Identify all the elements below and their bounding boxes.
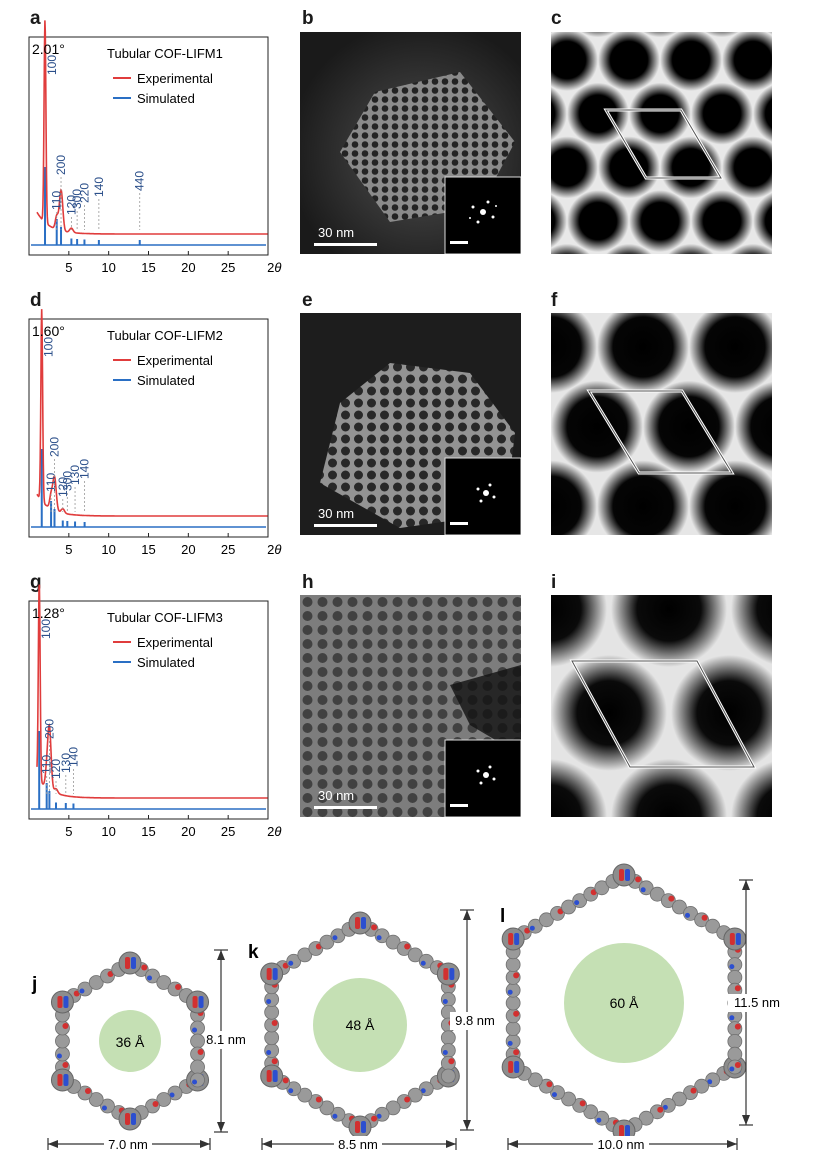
cof-ring-j [50, 951, 210, 1131]
pore-size-l: 60 Å [610, 995, 639, 1011]
simulated-image-i [551, 595, 772, 817]
simulated-image-f [551, 313, 772, 535]
height-label-l: 11.5 nm [734, 995, 780, 1010]
peak-label: 300 [70, 189, 84, 209]
x-axis-label: 2θ (°) [267, 824, 285, 839]
x-axis-label: 2θ (°) [267, 542, 285, 557]
peak-label: 120 [49, 759, 63, 779]
panel-label-a: a [30, 8, 41, 29]
tem-image-e: 30 nm [300, 313, 521, 535]
panel-label-i: i [551, 572, 557, 593]
peak-label: 140 [78, 459, 92, 479]
scale-bar-label: 30 nm [318, 225, 354, 240]
scale-bar-label: 30 nm [318, 506, 354, 521]
pore-size-j: 36 Å [116, 1034, 145, 1050]
panel-label-h: h [302, 572, 314, 593]
height-label-j: 8.1 nm [206, 1032, 246, 1047]
peak-label: 440 [133, 171, 147, 191]
x-tick-label: 5 [65, 824, 72, 839]
peak-label: 120 [56, 477, 70, 497]
plot-frame [28, 318, 269, 538]
x-tick-label: 20 [181, 824, 195, 839]
experimental-curve [36, 309, 268, 517]
width-label-j: 7.0 nm [108, 1137, 148, 1152]
pore-circle-l [564, 943, 684, 1063]
experimental-curve [36, 20, 268, 235]
tem-image-b: 30 nm [300, 32, 521, 254]
x-tick-label: 25 [221, 260, 235, 275]
x-tick-label: 20 [181, 260, 195, 275]
peak-label: 140 [92, 177, 106, 197]
legend-simulated: Simulated [137, 91, 195, 106]
peak-label: 200 [42, 719, 56, 739]
legend-experimental: Experimental [137, 635, 213, 650]
peak-angle: 1.60° [32, 323, 65, 339]
plot-title: Tubular COF-LIFM3 [107, 610, 223, 625]
experimental-curve [36, 584, 268, 799]
scale-bar-label: 30 nm [318, 788, 354, 803]
panel-label-b: b [302, 8, 314, 29]
x-tick-label: 5 [65, 260, 72, 275]
peak-label: 220 [77, 183, 91, 203]
pore-size-k: 48 Å [346, 1017, 375, 1033]
legend-experimental: Experimental [137, 353, 213, 368]
peak-label: 100 [39, 619, 53, 639]
peak-label: 100 [42, 337, 56, 357]
peak-label: 130 [68, 465, 82, 485]
panel-label-c: c [551, 8, 562, 29]
peak-label: 110 [40, 755, 54, 774]
structure-models: j 36 Å 8.1 nm 7.0 nm k 48 Å 9.8 nm 8.5 n… [31, 863, 780, 1152]
peak-label: 200 [54, 155, 68, 175]
peak-label: 100 [45, 55, 59, 75]
simulated-image-c [551, 32, 772, 254]
panel-label-k: k [248, 942, 259, 963]
peak-label: 300 [60, 471, 74, 491]
peak-label: 200 [47, 437, 61, 457]
x-axis-label: 2θ (°) [267, 260, 285, 275]
x-tick-label: 10 [101, 260, 115, 275]
x-tick-label: 25 [221, 542, 235, 557]
legend-simulated: Simulated [137, 655, 195, 670]
width-label-k: 8.5 nm [338, 1137, 378, 1152]
pore-circle-k [313, 978, 407, 1072]
tem-image-h: 30 nm [300, 595, 521, 817]
peak-label: 110 [50, 191, 64, 210]
panel-label-l: l [500, 906, 505, 927]
peak-angle: 1.28° [32, 605, 65, 621]
peak-label: 130 [59, 753, 73, 773]
x-tick-label: 20 [181, 542, 195, 557]
height-label-k: 9.8 nm [455, 1013, 495, 1028]
x-tick-label: 25 [221, 824, 235, 839]
panel-label-e: e [302, 290, 313, 311]
width-label-l: 10.0 nm [598, 1137, 645, 1152]
plot-frame [28, 36, 269, 256]
x-tick-label: 15 [141, 824, 155, 839]
legend-simulated: Simulated [137, 373, 195, 388]
x-tick-label: 5 [65, 542, 72, 557]
plot-title: Tubular COF-LIFM2 [107, 328, 223, 343]
pore-circle-j [99, 1010, 161, 1072]
panel-label-d: d [30, 290, 42, 311]
panel-label-g: g [30, 572, 42, 593]
peak-label: 140 [66, 747, 80, 767]
plot-title: Tubular COF-LIFM1 [107, 46, 223, 61]
x-tick-label: 10 [101, 542, 115, 557]
plot-frame [28, 600, 269, 820]
peak-angle: 2.01° [32, 41, 65, 57]
panel-label-j: j [31, 974, 37, 995]
x-tick-label: 15 [141, 260, 155, 275]
x-tick-label: 15 [141, 542, 155, 557]
x-tick-label: 10 [101, 824, 115, 839]
peak-label: 120 [64, 195, 78, 215]
legend-experimental: Experimental [137, 71, 213, 86]
cof-ring-k [260, 911, 460, 1139]
panel-label-f: f [551, 290, 558, 311]
